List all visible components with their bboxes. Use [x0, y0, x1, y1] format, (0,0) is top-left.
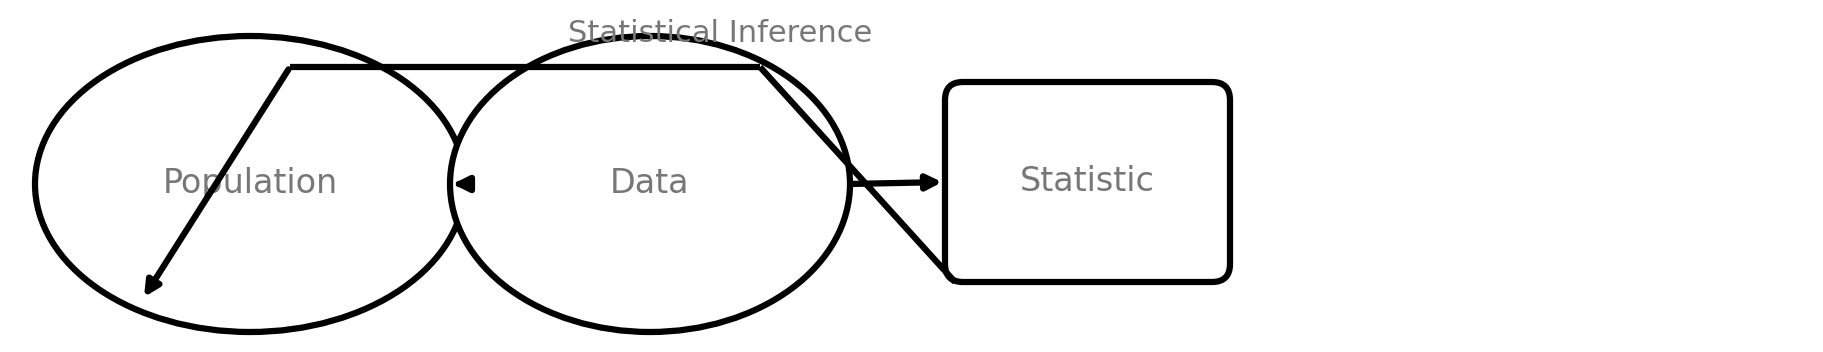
Text: Statistical Inference: Statistical Inference	[567, 19, 871, 49]
FancyBboxPatch shape	[944, 82, 1229, 282]
Text: Statistic: Statistic	[1019, 165, 1154, 199]
Text: Data: Data	[611, 168, 689, 201]
Text: Population: Population	[162, 168, 337, 201]
Ellipse shape	[35, 36, 465, 332]
Ellipse shape	[450, 36, 850, 332]
